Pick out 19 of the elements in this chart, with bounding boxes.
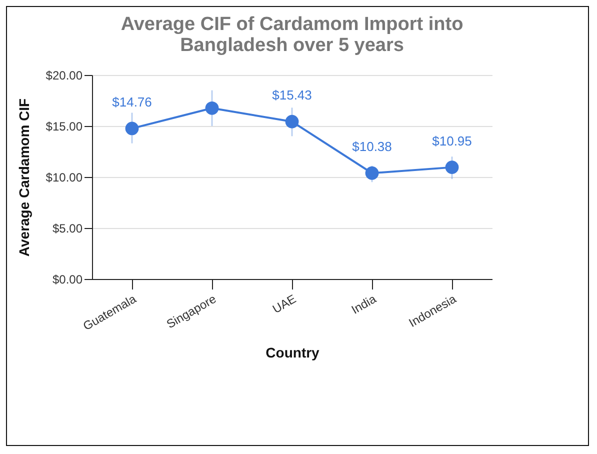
point (125, 122, 139, 136)
data-label: $10.38 (352, 139, 392, 154)
x-axis-title: Country (266, 344, 320, 360)
y-tick-label: $15.00 (46, 120, 83, 134)
data-label: $10.95 (432, 133, 472, 148)
y-tick-label: $5.00 (52, 222, 83, 236)
x-tick-label: UAE (270, 292, 298, 316)
x-tick-label: India (348, 292, 379, 317)
y-axis-title: Average Cardamom CIF (16, 98, 32, 257)
data-label: $15.43 (272, 88, 312, 103)
data-label: $14.76 (112, 94, 152, 110)
point (445, 160, 459, 174)
y-tick-label: $20.00 (46, 68, 83, 82)
chart-title: Average CIF of Cardamom Import into Bangladesh over 5 years (120, 14, 464, 56)
y-tick-label: $0.00 (52, 272, 83, 286)
point (365, 166, 379, 180)
point (205, 101, 219, 115)
point (285, 114, 299, 128)
y-tick-label: $10.00 (46, 170, 83, 184)
